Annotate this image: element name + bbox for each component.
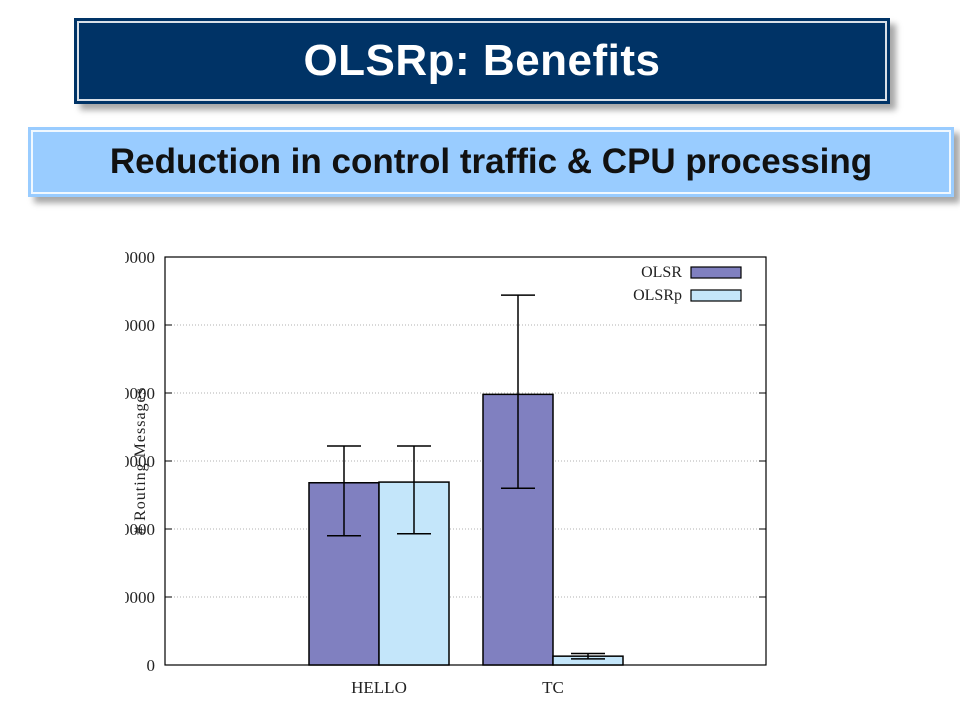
slide-subtitle-banner: Reduction in control traffic & CPU proce… (28, 127, 954, 197)
legend-label: OLSRp (633, 287, 682, 304)
x-tick-label: HELLO (351, 678, 407, 697)
y-tick-label: 50000 (125, 316, 155, 335)
legend-label: OLSR (641, 264, 682, 281)
bar-chart-svg: 0100002000030000400005000060000# Routing… (113, 248, 767, 697)
y-tick-label: 60000 (125, 248, 155, 267)
bar-chart: 0100002000030000400005000060000# Routing… (113, 235, 785, 705)
legend-swatch (690, 266, 742, 279)
x-tick-label: TC (542, 678, 564, 697)
y-axis-label: # Routing Messages (132, 387, 149, 535)
slide-title: OLSRp: Benefits (303, 36, 661, 85)
y-tick-label: 0 (147, 656, 156, 675)
legend-swatch (690, 289, 742, 302)
y-tick-label: 10000 (125, 588, 155, 607)
slide-subtitle: Reduction in control traffic & CPU proce… (109, 142, 873, 181)
plot-frame (164, 256, 767, 666)
slide-title-banner: OLSRp: Benefits (74, 18, 890, 104)
